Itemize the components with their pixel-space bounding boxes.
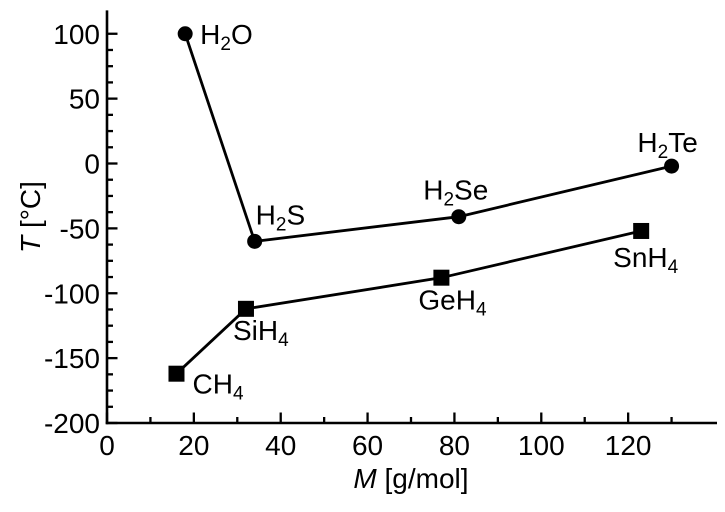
point-label-H2Te: H2Te xyxy=(637,127,697,163)
marker-H2S xyxy=(247,233,263,249)
point-label-GeH4: GeH4 xyxy=(418,285,487,321)
y-tick-label-100: 100 xyxy=(53,19,100,50)
x-axis-title: M [g/mol] xyxy=(353,463,468,494)
point-label-H2O: H2O xyxy=(200,19,253,55)
y-tick-label--200: -200 xyxy=(44,408,100,439)
y-tick-label--150: -150 xyxy=(44,343,100,374)
point-label-CH4: CH4 xyxy=(192,369,243,405)
point-label-H2Se: H2Se xyxy=(423,175,488,211)
x-tick-label-0: 0 xyxy=(99,430,115,461)
y-tick-label--50: -50 xyxy=(60,213,100,244)
point-label-SiH4: SiH4 xyxy=(233,315,289,351)
y-tick-label--100: -100 xyxy=(44,278,100,309)
marker-H2Se xyxy=(451,209,467,225)
y-tick-label-50: 50 xyxy=(69,84,100,115)
marker-GeH4 xyxy=(433,269,450,286)
x-tick-label-60: 60 xyxy=(352,430,383,461)
series-line-group-14-hydrides xyxy=(175,229,642,375)
y-axis-title: T [°C] xyxy=(15,181,46,253)
marker-H2O xyxy=(177,26,193,42)
marker-SiH4 xyxy=(237,300,254,317)
y-tick-label-0: 0 xyxy=(84,149,100,180)
point-label-H2S: H2S xyxy=(256,199,306,235)
x-tick-label-20: 20 xyxy=(178,430,209,461)
x-tick-label-120: 120 xyxy=(605,430,652,461)
point-label-SnH4: SnH4 xyxy=(613,242,678,278)
x-tick-label-100: 100 xyxy=(518,430,565,461)
x-tick-label-80: 80 xyxy=(439,430,470,461)
x-tick-label-40: 40 xyxy=(265,430,296,461)
series-line-group-16-hydrides xyxy=(183,33,672,243)
marker-CH4 xyxy=(168,365,185,382)
marker-SnH4 xyxy=(633,222,650,239)
marker-H2Te xyxy=(664,158,680,174)
